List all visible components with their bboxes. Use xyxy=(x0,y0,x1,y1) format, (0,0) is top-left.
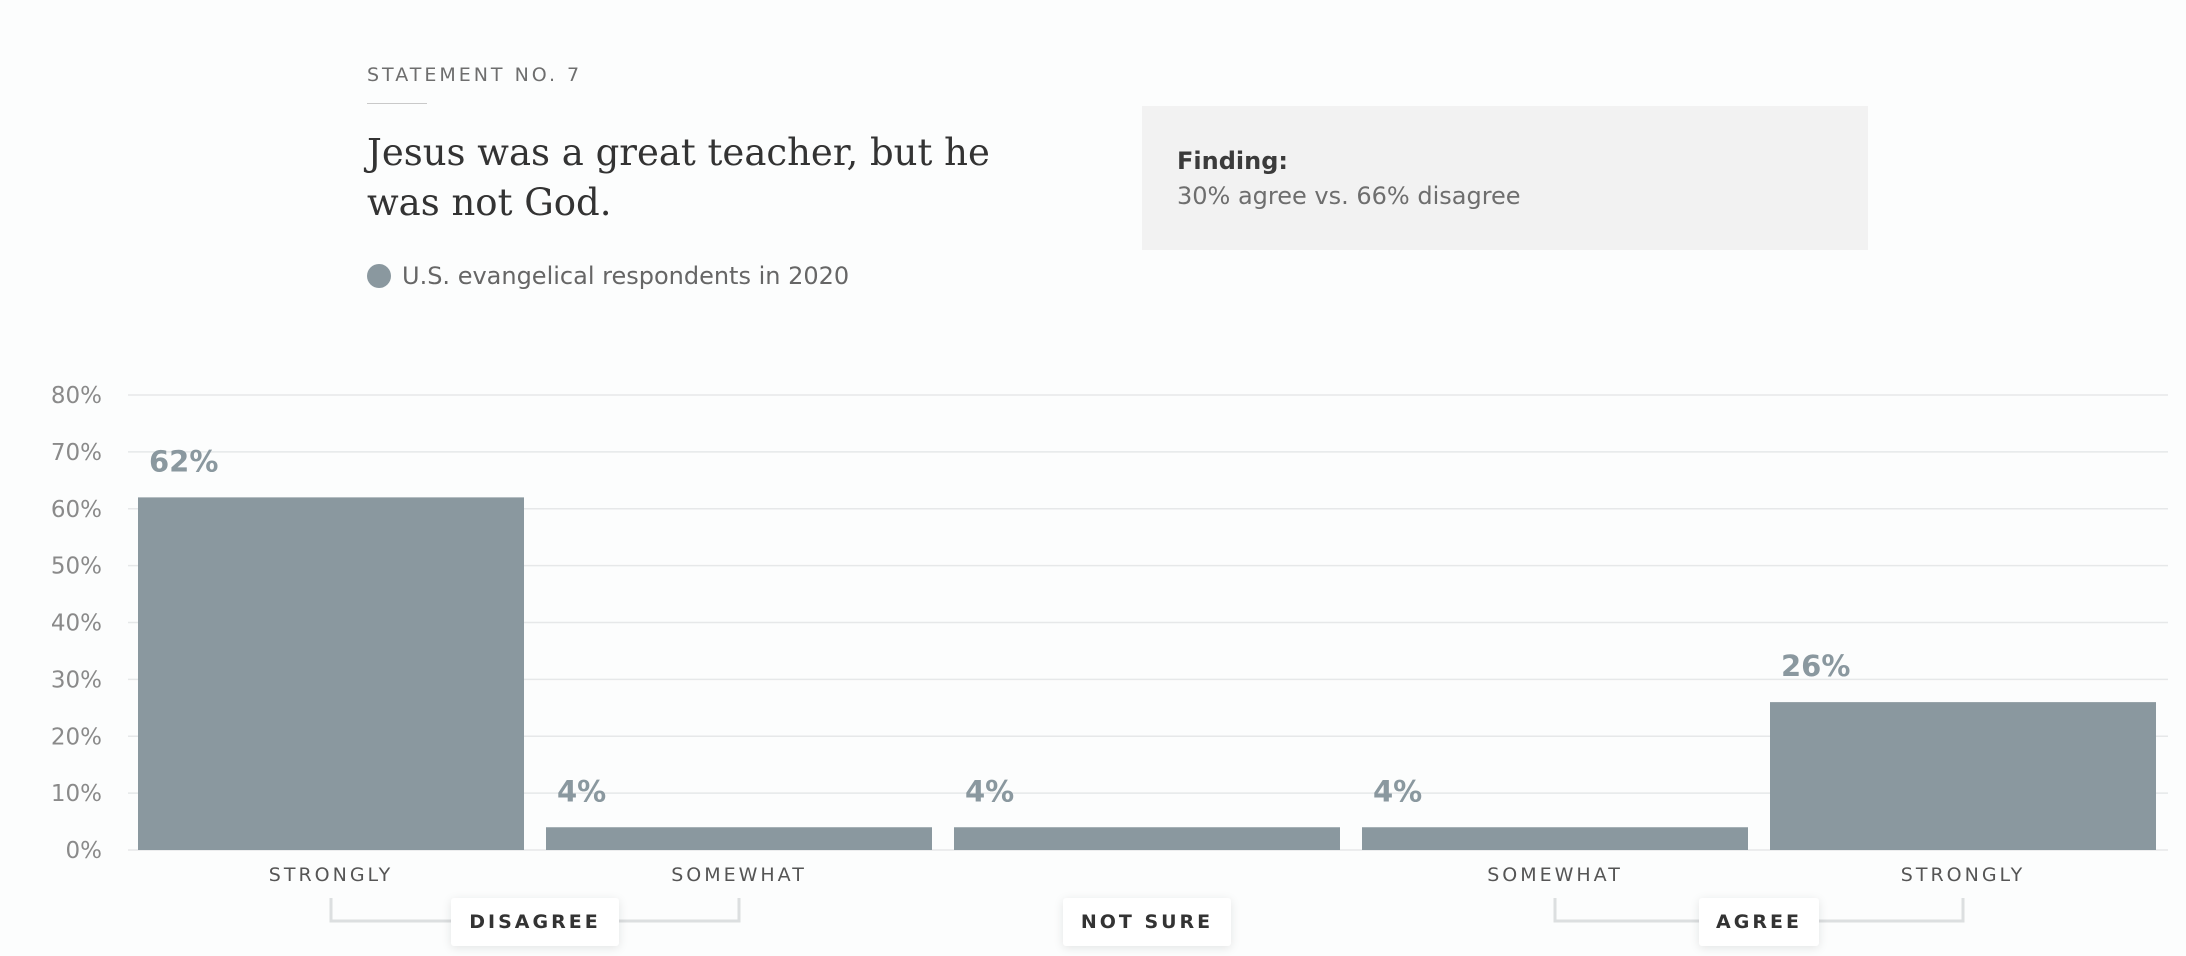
bar-value-label: 26% xyxy=(1781,649,1850,683)
bar xyxy=(138,497,524,850)
bar-value-label: 4% xyxy=(965,774,1014,808)
group-label: NOT SURE xyxy=(1063,898,1231,946)
finding-label: Finding: xyxy=(1177,147,1288,175)
category-label: STRONGLY xyxy=(1901,864,2025,886)
legend: U.S. evangelical respondents in 2020 xyxy=(367,262,849,290)
bar-value-label: 4% xyxy=(1373,774,1422,808)
bar xyxy=(1770,702,2156,850)
eyebrow-divider xyxy=(367,103,427,104)
group-label: DISAGREE xyxy=(451,898,619,946)
y-tick-label: 20% xyxy=(51,724,102,750)
y-tick-label: 40% xyxy=(51,611,102,637)
bar xyxy=(546,827,932,850)
bar xyxy=(1362,827,1748,850)
bar-value-label: 4% xyxy=(557,774,606,808)
y-tick-label: 10% xyxy=(51,781,102,807)
legend-label: U.S. evangelical respondents in 2020 xyxy=(402,262,850,290)
statement-number: STATEMENT NO. 7 xyxy=(367,64,583,86)
finding-text: 30% agree vs. 66% disagree xyxy=(1177,182,1521,210)
bar xyxy=(954,827,1340,850)
category-label: STRONGLY xyxy=(269,864,393,886)
y-tick-label: 30% xyxy=(51,667,102,693)
y-tick-label: 70% xyxy=(51,440,102,466)
category-label: SOMEWHAT xyxy=(1487,864,1623,886)
group-label: AGREE xyxy=(1699,898,1819,946)
y-tick-label: 0% xyxy=(66,838,103,864)
bar-value-label: 62% xyxy=(149,444,218,478)
category-label: SOMEWHAT xyxy=(671,864,807,886)
y-tick-label: 60% xyxy=(51,497,102,523)
finding-box: Finding: 30% agree vs. 66% disagree xyxy=(1142,106,1868,250)
statement-title: Jesus was a great teacher, but he was no… xyxy=(367,131,990,224)
y-tick-label: 50% xyxy=(51,554,102,580)
legend-swatch xyxy=(367,264,391,288)
y-tick-label: 80% xyxy=(51,383,102,409)
